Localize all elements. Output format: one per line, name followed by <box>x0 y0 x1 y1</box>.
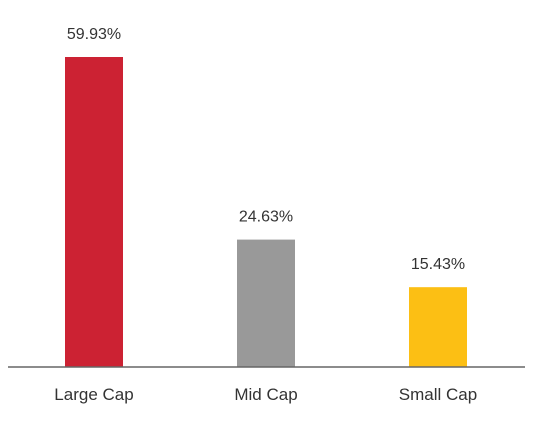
bar-mid-cap <box>237 239 295 367</box>
category-label: Large Cap <box>54 385 133 404</box>
category-label: Mid Cap <box>234 385 297 404</box>
data-label: 59.93% <box>67 26 121 43</box>
category-label: Small Cap <box>399 385 477 404</box>
bars-group <box>65 57 467 367</box>
category-labels-group: Large Cap Mid Cap Small Cap <box>54 385 477 404</box>
bar-small-cap <box>409 287 467 367</box>
bar-large-cap <box>65 57 123 367</box>
data-label: 15.43% <box>411 256 465 273</box>
data-label: 24.63% <box>239 209 293 226</box>
data-labels-group: 59.93% 24.63% 15.43% <box>67 26 465 273</box>
